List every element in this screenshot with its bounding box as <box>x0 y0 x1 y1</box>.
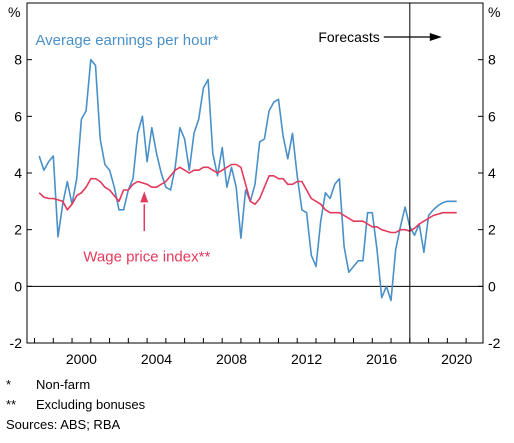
forecast-label: Forecasts <box>318 29 379 45</box>
footnote-1-mark: * <box>6 377 12 392</box>
y-tick-label-right: 6 <box>488 108 496 124</box>
wpi-label-arrowhead <box>140 191 149 203</box>
x-tick-label: 2000 <box>66 351 97 367</box>
series-label-earnings: Average earnings per hour* <box>35 32 218 49</box>
series-line-wpi <box>38 163 457 234</box>
x-tick-label: 2016 <box>366 351 397 367</box>
footnote-2-text: Excluding bonuses <box>36 397 146 412</box>
sources-note: Sources: ABS; RBA <box>6 417 121 432</box>
y-tick-label-left: 8 <box>14 52 22 68</box>
footnote-1: * Non-farm <box>6 375 145 395</box>
footnote-2-mark: ** <box>6 397 17 412</box>
y-tick-label-right: 4 <box>488 165 496 181</box>
series-label-wpi: Wage price index** <box>83 249 210 266</box>
y-tick-label-left: 0 <box>14 278 22 294</box>
y-tick-label-left: -2 <box>10 335 23 351</box>
y-tick-label-right: -2 <box>488 335 501 351</box>
x-tick-label: 2008 <box>216 351 247 367</box>
left-unit-label: % <box>8 4 20 20</box>
y-tick-label-left: 4 <box>14 165 22 181</box>
footnote-1-text: Non-farm <box>36 377 91 392</box>
forecast-arrowhead <box>429 33 442 41</box>
y-tick-label-left: 6 <box>14 108 22 124</box>
x-tick-label: 2020 <box>441 351 472 367</box>
y-tick-label-right: 8 <box>488 52 496 68</box>
y-tick-label-right: 0 <box>488 278 496 294</box>
y-tick-label-left: 2 <box>14 222 22 238</box>
footnote-2: ** Excluding bonuses <box>6 395 145 415</box>
right-unit-label: % <box>488 4 500 20</box>
x-tick-label: 2012 <box>291 351 322 367</box>
footnotes: * Non-farm ** Excluding bonuses Sources: A… <box>6 375 145 435</box>
plot-frame <box>26 2 484 344</box>
y-tick-label-right: 2 <box>488 222 496 238</box>
x-tick-label: 2004 <box>141 351 172 367</box>
